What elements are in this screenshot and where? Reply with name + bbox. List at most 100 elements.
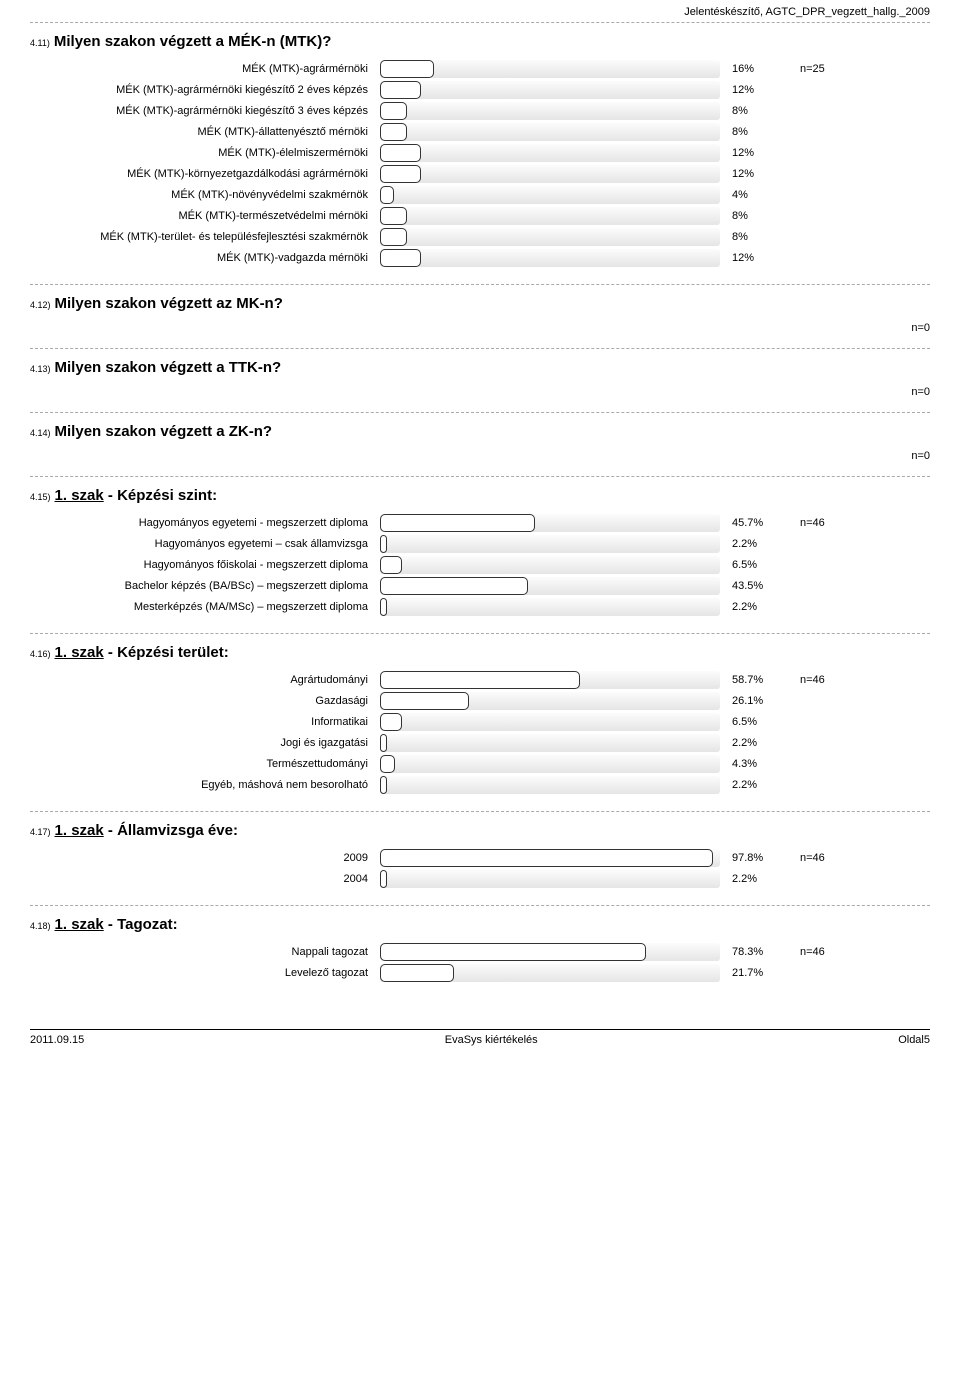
chart-row: Agrártudományi58.7%n=46 [30, 671, 930, 689]
section-title: Milyen szakon végzett a MÉK-n (MTK)? [54, 33, 332, 50]
row-annotation: n=46 [800, 674, 930, 686]
bar-fill [380, 228, 407, 246]
section-number: 4.15) [30, 492, 51, 502]
bar-background [380, 186, 720, 204]
bar-background [380, 535, 720, 553]
bar-background [380, 713, 720, 731]
row-percent: 8% [730, 126, 790, 138]
bar-cell [380, 943, 720, 961]
section: 4.18)1. szak - Tagozat:Nappali tagozat78… [30, 905, 930, 999]
row-percent: 8% [730, 231, 790, 243]
section-title-prefix: 1. szak [55, 916, 104, 933]
row-label: Természettudományi [30, 758, 370, 770]
bar-cell [380, 577, 720, 595]
bar-fill [380, 102, 407, 120]
row-percent: 26.1% [730, 695, 790, 707]
row-label: MÉK (MTK)-agrármérnöki [30, 63, 370, 75]
row-label: MÉK (MTK)-állattenyésztő mérnöki [30, 126, 370, 138]
bar-fill [380, 671, 580, 689]
bar-fill [380, 755, 395, 773]
row-label: Hagyományos főiskolai - megszerzett dipl… [30, 559, 370, 571]
row-percent: 8% [730, 210, 790, 222]
bar-background [380, 870, 720, 888]
chart-row: MÉK (MTK)-környezetgazdálkodási agrármér… [30, 165, 930, 183]
row-percent: 6.5% [730, 559, 790, 571]
row-percent: 4.3% [730, 758, 790, 770]
bar-cell [380, 249, 720, 267]
section-title-row: 4.15)1. szak - Képzési szint: [30, 487, 930, 504]
chart-row: MÉK (MTK)-élelmiszermérnöki 12% [30, 144, 930, 162]
chart-row: Informatikai6.5% [30, 713, 930, 731]
row-percent: 2.2% [730, 538, 790, 550]
bar-fill [380, 144, 421, 162]
row-label: MÉK (MTK)-élelmiszermérnöki [30, 147, 370, 159]
bar-cell [380, 755, 720, 773]
section-title-suffix: - Képzési szint: [104, 487, 217, 504]
bar-background [380, 165, 720, 183]
row-label: Bachelor képzés (BA/BSc) – megszerzett d… [30, 580, 370, 592]
chart-row: Bachelor képzés (BA/BSc) – megszerzett d… [30, 577, 930, 595]
bar-background [380, 598, 720, 616]
section-title: Milyen szakon végzett a ZK-n? [55, 423, 273, 440]
bar-cell [380, 186, 720, 204]
section-title-row: 4.17) 1. szak - Államvizsga éve: [30, 822, 930, 839]
section-n: n=0 [30, 450, 930, 462]
chart-row: MÉK (MTK)-növényvédelmi szakmérnök4% [30, 186, 930, 204]
chart-row: Mesterképzés (MA/MSc) – megszerzett dipl… [30, 598, 930, 616]
chart-row: MÉK (MTK)-állattenyésztő mérnöki 8% [30, 123, 930, 141]
chart-row: Gazdasági26.1% [30, 692, 930, 710]
section-number: 4.18) [30, 921, 51, 931]
bar-background [380, 755, 720, 773]
chart-row: Hagyományos egyetemi - megszerzett diplo… [30, 514, 930, 532]
bar-background [380, 249, 720, 267]
row-label: Mesterképzés (MA/MSc) – megszerzett dipl… [30, 601, 370, 613]
bar-cell [380, 165, 720, 183]
bar-fill [380, 60, 434, 78]
bar-fill [380, 577, 528, 595]
section-title-row: 4.13)Milyen szakon végzett a TTK-n? [30, 359, 930, 376]
section-title-row: 4.14) Milyen szakon végzett a ZK-n? [30, 423, 930, 440]
section-number: 4.17) [30, 827, 51, 837]
bar-fill [380, 713, 402, 731]
chart-row: MÉK (MTK)-agrármérnöki kiegészítő 2 éves… [30, 81, 930, 99]
bar-cell [380, 849, 720, 867]
section-title: Milyen szakon végzett a TTK-n? [55, 359, 282, 376]
bar-cell [380, 692, 720, 710]
row-percent: 97.8% [730, 852, 790, 864]
chart-row: Hagyományos egyetemi – csak államvizsga2… [30, 535, 930, 553]
row-percent: 78.3% [730, 946, 790, 958]
row-percent: 4% [730, 189, 790, 201]
chart-row: 200997.8%n=46 [30, 849, 930, 867]
row-label: MÉK (MTK)-környezetgazdálkodási agrármér… [30, 168, 370, 180]
section-number: 4.16) [30, 649, 51, 659]
chart-row: Természettudományi 4.3% [30, 755, 930, 773]
bar-background [380, 556, 720, 574]
row-percent: 45.7% [730, 517, 790, 529]
bar-background [380, 734, 720, 752]
row-percent: 16% [730, 63, 790, 75]
row-percent: 12% [730, 147, 790, 159]
row-label: Nappali tagozat [30, 946, 370, 958]
section: 4.17) 1. szak - Államvizsga éve: 200997.8%… [30, 811, 930, 905]
chart-row: MÉK (MTK)-agrármérnöki kiegészítő 3 éves… [30, 102, 930, 120]
row-label: MÉK (MTK)-vadgazda mérnöki [30, 252, 370, 264]
bar-cell [380, 60, 720, 78]
section-title-row: 4.18)1. szak - Tagozat: [30, 916, 930, 933]
section-title-suffix: - Képzési terület: [104, 644, 229, 661]
bar-cell [380, 123, 720, 141]
section-number: 4.14) [30, 428, 51, 438]
bar-cell [380, 870, 720, 888]
bar-fill [380, 598, 387, 616]
section-title: 1. szak - Államvizsga éve: [55, 822, 238, 839]
section-title-suffix: - Államvizsga éve: [104, 822, 238, 839]
row-percent: 6.5% [730, 716, 790, 728]
chart-row: Jogi és igazgatási2.2% [30, 734, 930, 752]
bar-fill [380, 207, 407, 225]
footer-date: 2011.09.15 [30, 1034, 84, 1046]
bar-background [380, 123, 720, 141]
section: 4.15)1. szak - Képzési szint: Hagyományos… [30, 476, 930, 633]
row-label: MÉK (MTK)-agrármérnöki kiegészítő 3 éves… [30, 105, 370, 117]
row-percent: 21.7% [730, 967, 790, 979]
bar-cell [380, 671, 720, 689]
section-title-prefix: 1. szak [55, 822, 104, 839]
